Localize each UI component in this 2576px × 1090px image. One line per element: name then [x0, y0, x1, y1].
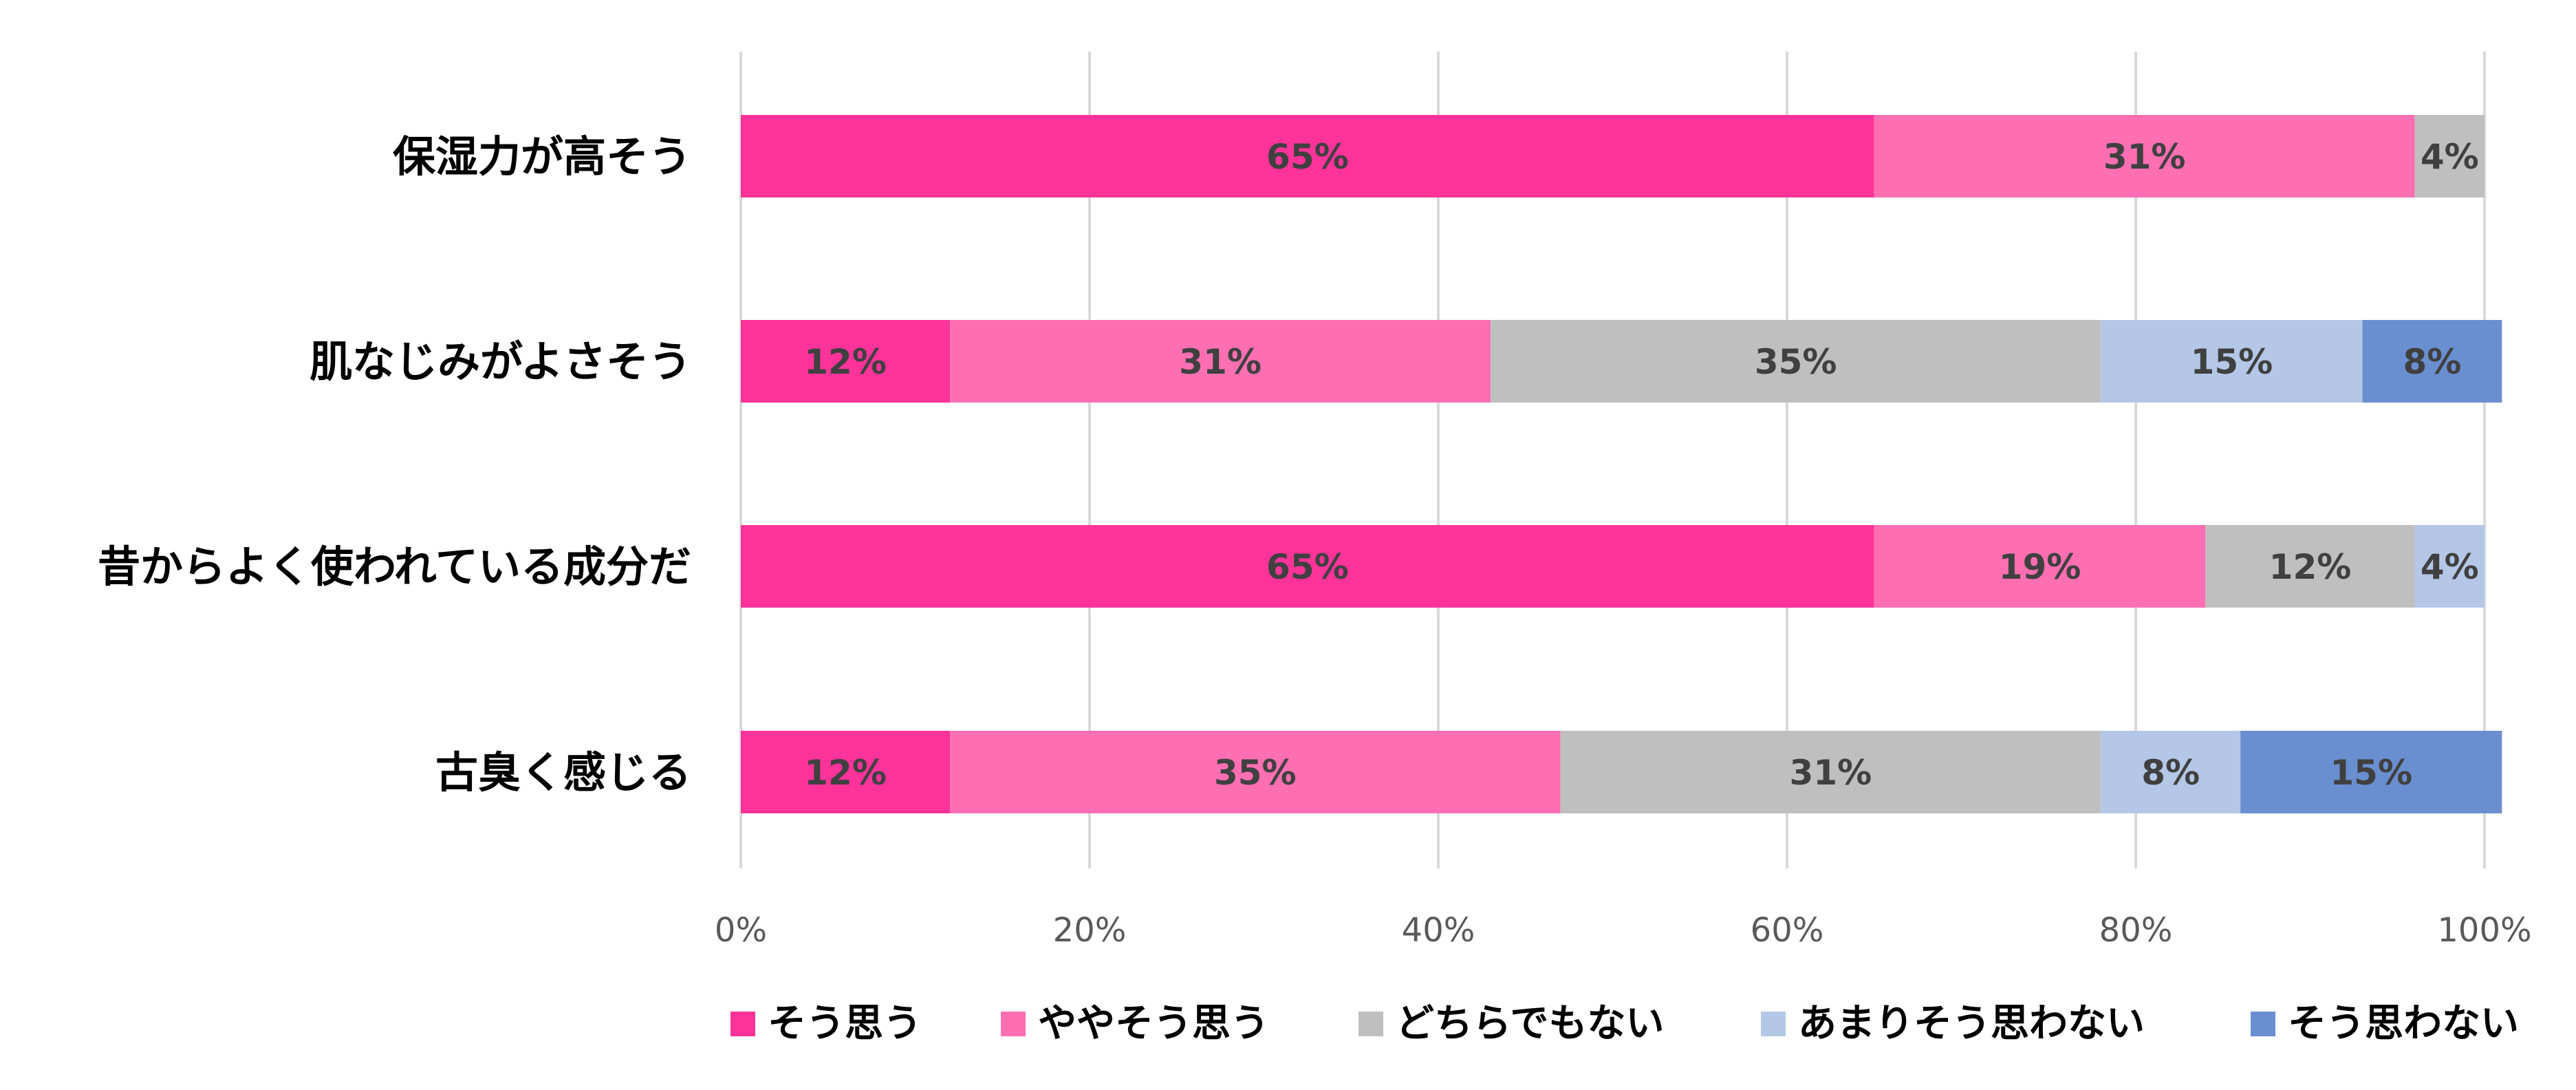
data-label: 15%	[2330, 753, 2412, 793]
legend-label: どちらでもない	[1396, 1001, 1664, 1046]
data-label: 35%	[1214, 753, 1297, 793]
data-label: 4%	[2421, 547, 2479, 587]
x-tick-labels: 0% 20% 40% 60% 80% 100%	[715, 911, 2532, 950]
legend-label: ややそう思う	[1038, 1001, 1269, 1046]
bar-segment	[741, 731, 951, 813]
data-label: 8%	[2403, 342, 2462, 382]
bar-segment	[950, 731, 1561, 813]
bar-segment	[2240, 731, 2502, 813]
bar-segment	[741, 525, 1874, 608]
legend: そう思う ややそう思う どちらでもない あまりそう思わない そう思わない	[730, 1001, 2519, 1046]
data-label: 12%	[804, 342, 887, 382]
bar-segment	[741, 115, 1874, 197]
bars: 65% 31% 4% 12% 31% 35% 15% 8% 65% 19% 12% 4% 12% 35% 3…	[741, 115, 2502, 813]
data-label: 65%	[1266, 137, 1349, 177]
bar-segment	[1874, 115, 2415, 197]
bar-segment	[1874, 525, 2206, 608]
x-tick-label: 100%	[2437, 911, 2531, 950]
data-label: 15%	[2191, 342, 2273, 382]
category-label: 肌なじみがよさそう	[310, 336, 691, 387]
x-tick-label: 60%	[1751, 911, 1824, 950]
bar-segment	[1491, 320, 2101, 403]
legend-swatch	[1359, 1012, 1383, 1036]
legend-swatch	[730, 1012, 755, 1036]
category-label: 古臭く感じる	[435, 747, 691, 798]
data-label: 19%	[1999, 547, 2081, 587]
bar-segment	[741, 320, 951, 403]
data-label: 8%	[2141, 753, 2200, 793]
data-label: 4%	[2421, 137, 2479, 177]
legend-label: そう思わない	[2288, 1001, 2519, 1046]
data-label: 12%	[804, 753, 887, 793]
category-label: 昔からよく使われている成分だ	[98, 542, 691, 592]
legend-swatch	[2251, 1012, 2275, 1036]
x-tick-label: 0%	[715, 911, 767, 950]
bar-segment	[1560, 731, 2101, 813]
x-tick-label: 20%	[1053, 911, 1127, 950]
data-label: 31%	[2103, 137, 2186, 177]
data-label: 31%	[1790, 753, 1872, 793]
data-label: 65%	[1266, 547, 1349, 587]
legend-label: あまりそう思わない	[1798, 1001, 2145, 1046]
legend-swatch	[1761, 1012, 1786, 1036]
bar-segment	[2205, 525, 2415, 608]
bar-segment	[2414, 525, 2485, 608]
legend-swatch	[1001, 1012, 1026, 1036]
x-tick-label: 80%	[2099, 911, 2173, 950]
data-label: 31%	[1179, 342, 1262, 382]
legend-label: そう思う	[768, 1001, 922, 1046]
bar-segment	[950, 320, 1491, 403]
bar-segment	[2101, 320, 2363, 403]
data-label: 12%	[2269, 547, 2352, 587]
x-tick-label: 40%	[1402, 911, 1475, 950]
category-label: 保湿力が高そう	[393, 131, 691, 182]
bar-segment	[2101, 731, 2241, 813]
bar-segment	[2414, 115, 2485, 197]
bar-segment	[2362, 320, 2502, 403]
data-label: 35%	[1755, 342, 1837, 382]
